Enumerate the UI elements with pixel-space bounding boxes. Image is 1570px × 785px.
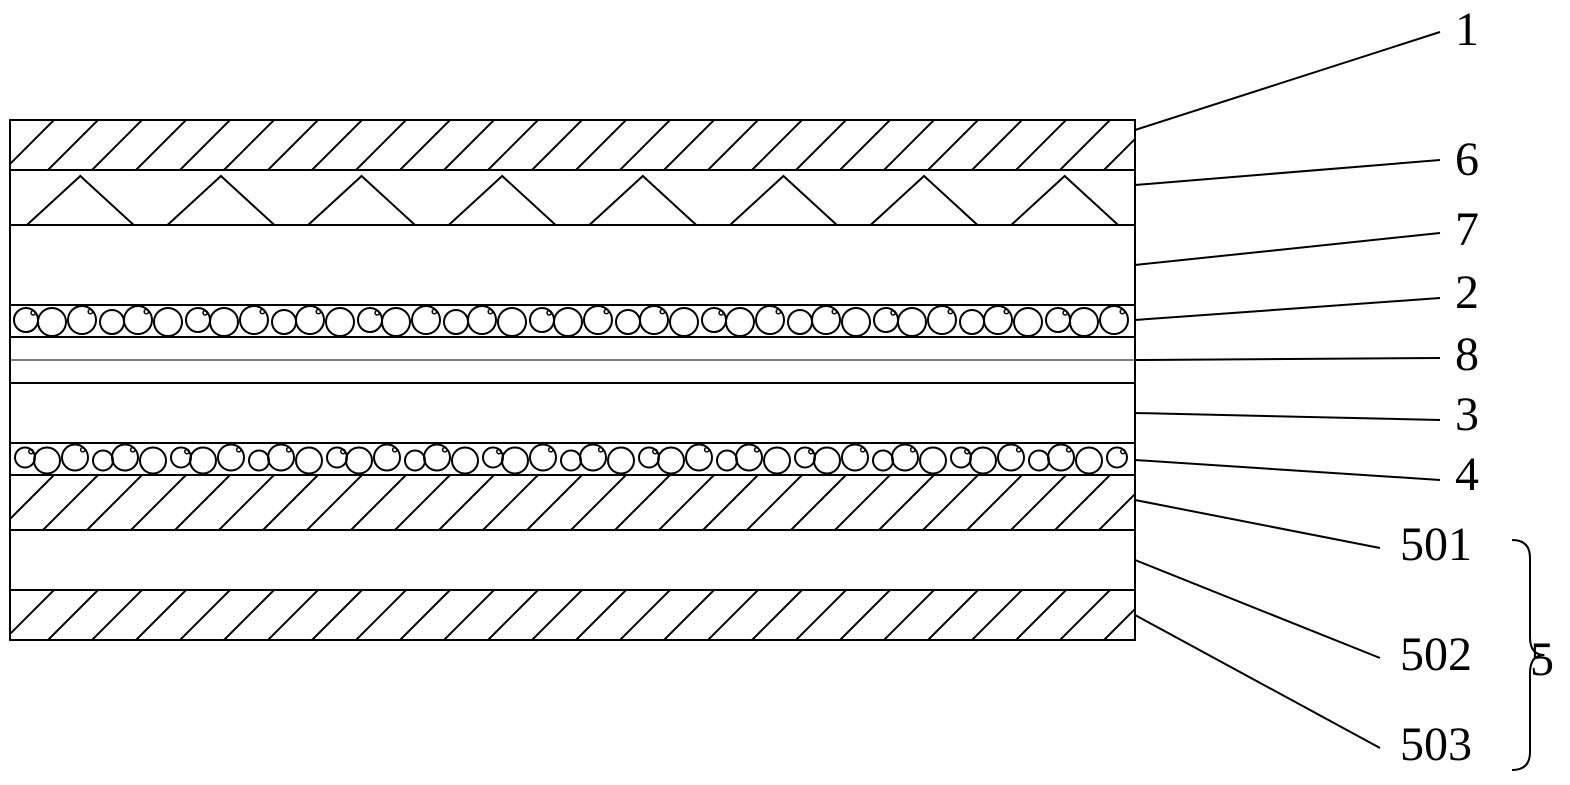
leader-L8 bbox=[1135, 358, 1440, 360]
layer-4 bbox=[10, 443, 1135, 475]
label-6: 6 bbox=[1455, 133, 1479, 186]
layer-3 bbox=[10, 383, 1135, 443]
label-2: 2 bbox=[1455, 266, 1479, 319]
label-502: 502 bbox=[1400, 628, 1472, 681]
leader-L502 bbox=[1135, 560, 1380, 658]
diagram-outline bbox=[10, 120, 1135, 640]
label-4: 4 bbox=[1455, 448, 1479, 501]
layer-1 bbox=[0, 120, 1198, 170]
leader-L4a bbox=[1135, 460, 1440, 480]
label-503: 503 bbox=[1400, 718, 1472, 771]
layer-502 bbox=[10, 530, 1135, 590]
label-1: 1 bbox=[1455, 3, 1479, 56]
layer-7 bbox=[10, 225, 1135, 305]
layer-2 bbox=[10, 305, 1135, 337]
layer-8 bbox=[10, 337, 1135, 383]
label-3: 3 bbox=[1455, 388, 1479, 441]
layer-diagram: 1 6 7 2 8 3 4 501 502 503 5 bbox=[0, 0, 1570, 785]
leader-L1 bbox=[1135, 32, 1440, 130]
label-7: 7 bbox=[1455, 203, 1479, 256]
leader-L3 bbox=[1135, 413, 1440, 420]
layer-503 bbox=[0, 590, 1198, 640]
leader-L6 bbox=[1135, 160, 1440, 185]
label-5: 5 bbox=[1530, 633, 1554, 686]
leader-L2 bbox=[1135, 298, 1440, 320]
layer-6 bbox=[10, 170, 1135, 225]
layer-501 bbox=[0, 475, 1242, 530]
label-8: 8 bbox=[1455, 328, 1479, 381]
leader-L7 bbox=[1135, 233, 1440, 265]
leader-L501 bbox=[1135, 500, 1380, 548]
label-501: 501 bbox=[1400, 518, 1472, 571]
leader-L503 bbox=[1135, 615, 1380, 748]
